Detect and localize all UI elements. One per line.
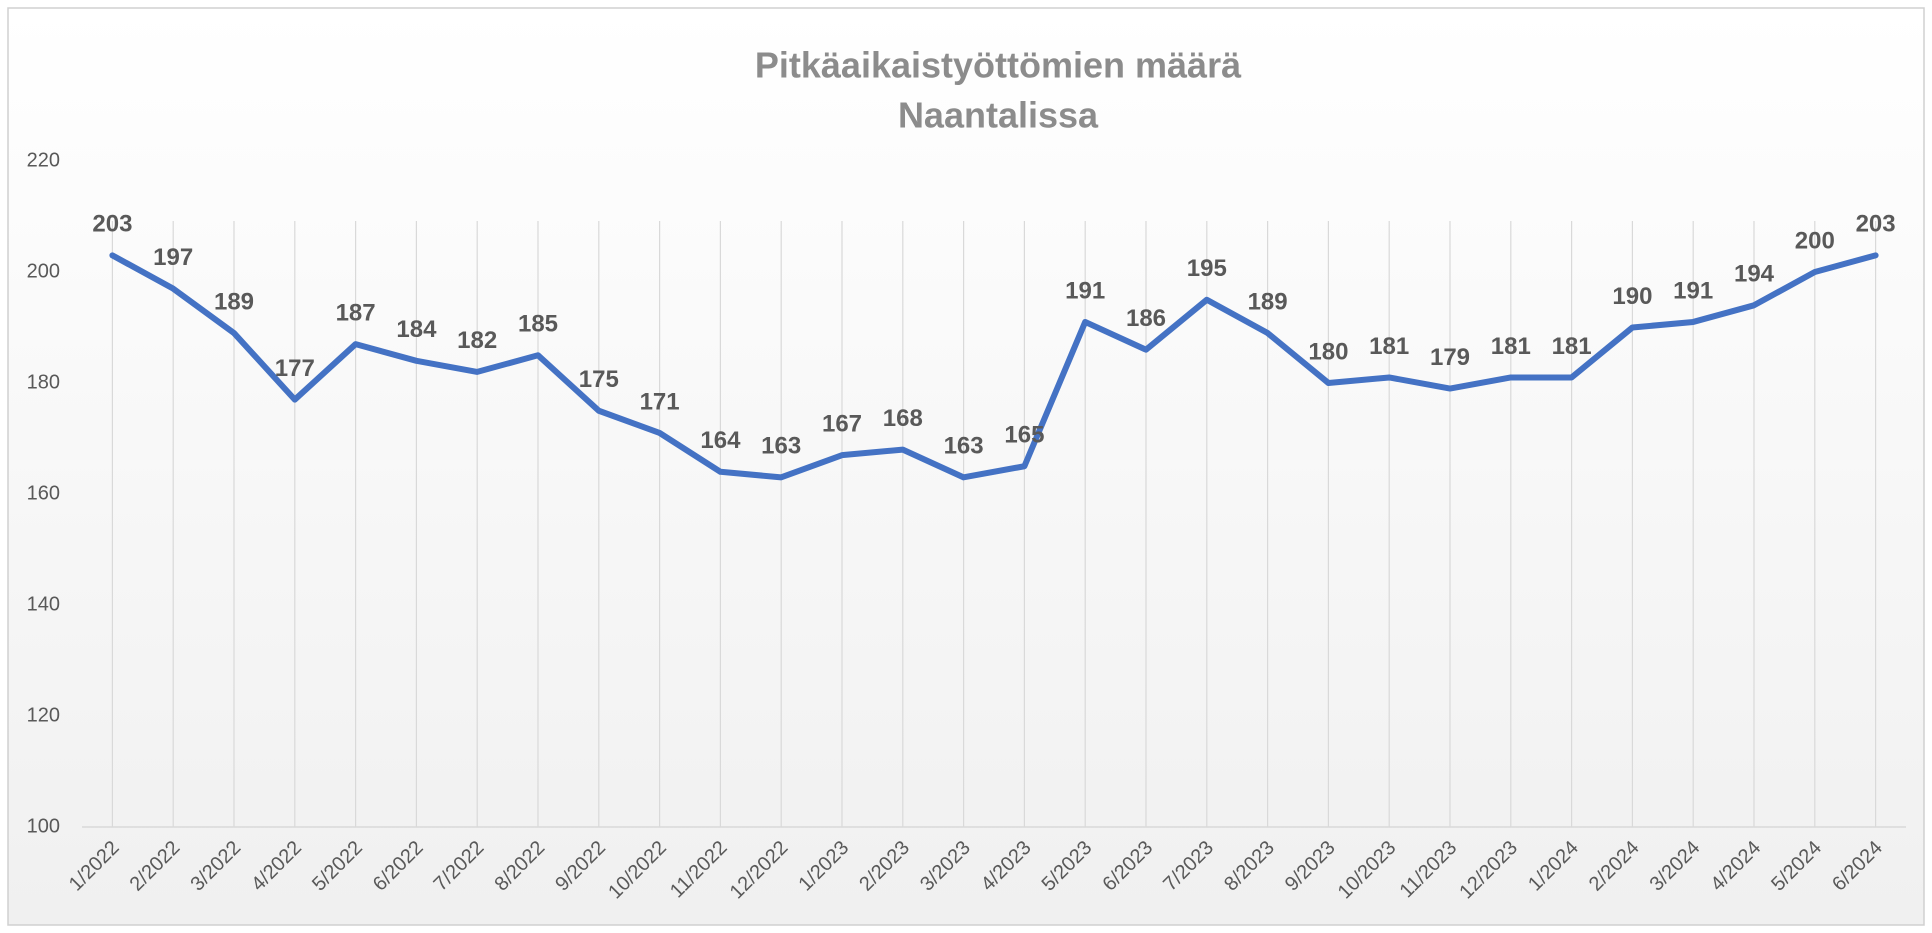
data-label: 164: [700, 427, 741, 454]
data-label: 180: [1308, 338, 1348, 365]
data-label: 189: [1248, 288, 1288, 315]
data-label: 195: [1187, 255, 1227, 282]
chart-title: Pitkäaikaistyöttömien määrä: [755, 45, 1242, 86]
y-tick-label: 100: [27, 815, 60, 837]
y-tick-label: 200: [27, 260, 60, 282]
y-tick-label: 140: [27, 593, 60, 615]
data-label: 186: [1126, 305, 1166, 332]
data-label: 163: [944, 433, 984, 460]
data-label: 187: [336, 299, 376, 326]
chart-title: Naantalissa: [898, 95, 1099, 136]
y-tick-label: 220: [27, 149, 60, 171]
y-tick-label: 120: [27, 704, 60, 726]
y-tick-label: 180: [27, 371, 60, 393]
data-label: 185: [518, 311, 558, 338]
data-label: 177: [275, 355, 315, 382]
data-label: 182: [457, 327, 497, 354]
data-label: 181: [1491, 333, 1531, 360]
data-label: 165: [1004, 422, 1044, 449]
data-label: 171: [640, 388, 680, 415]
chart-area: [7, 7, 1925, 926]
data-label: 191: [1065, 277, 1105, 304]
data-label: 203: [1856, 211, 1896, 238]
data-label: 184: [396, 316, 437, 343]
data-label: 179: [1430, 344, 1470, 371]
data-label: 194: [1734, 261, 1775, 288]
data-label: 181: [1369, 333, 1409, 360]
data-label: 189: [214, 288, 254, 315]
y-tick-label: 160: [27, 482, 60, 504]
data-label: 190: [1612, 283, 1652, 310]
data-label: 203: [92, 211, 132, 238]
data-label: 175: [579, 366, 619, 393]
data-label: 167: [822, 410, 862, 437]
data-label: 168: [883, 405, 923, 432]
data-label: 200: [1795, 227, 1835, 254]
data-label: 191: [1673, 277, 1713, 304]
data-label: 197: [153, 244, 193, 271]
data-label: 181: [1552, 333, 1592, 360]
data-label: 163: [761, 433, 801, 460]
data-line: [109, 252, 1879, 481]
